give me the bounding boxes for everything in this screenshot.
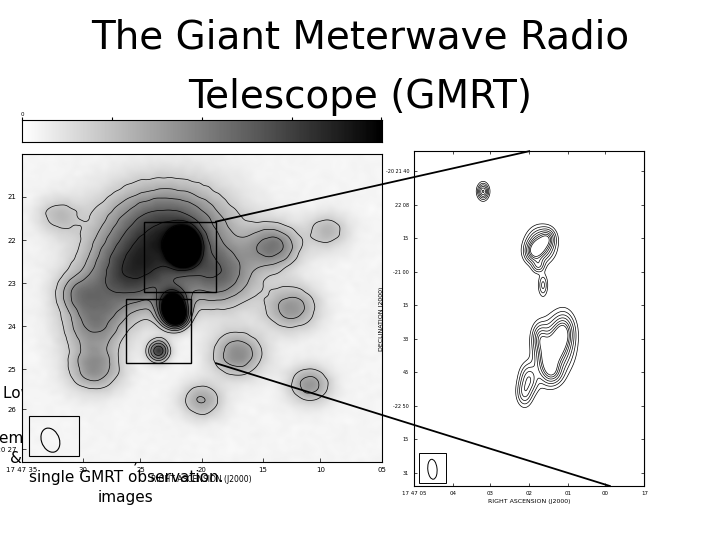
Bar <box>29 416 79 456</box>
X-axis label: RIGHT ASCENSION (J2000): RIGHT ASCENSION (J2000) <box>151 475 252 484</box>
Text: Telescope (GMRT): Telescope (GMRT) <box>188 78 532 116</box>
Bar <box>418 453 446 483</box>
Text: The Giant Meterwave Radio: The Giant Meterwave Radio <box>91 19 629 57</box>
Text: Low and high angular resolution
GMRT images of CH$_3$CHO
emission from Sgr B2 (C: Low and high angular resolution GMRT ima… <box>0 386 253 505</box>
Y-axis label: DECLINATION J2000): DECLINATION J2000) <box>379 286 384 351</box>
Bar <box>144 221 216 293</box>
X-axis label: RIGHT ASCENSION (J2000): RIGHT ASCENSION (J2000) <box>488 498 570 504</box>
Bar <box>126 299 191 363</box>
